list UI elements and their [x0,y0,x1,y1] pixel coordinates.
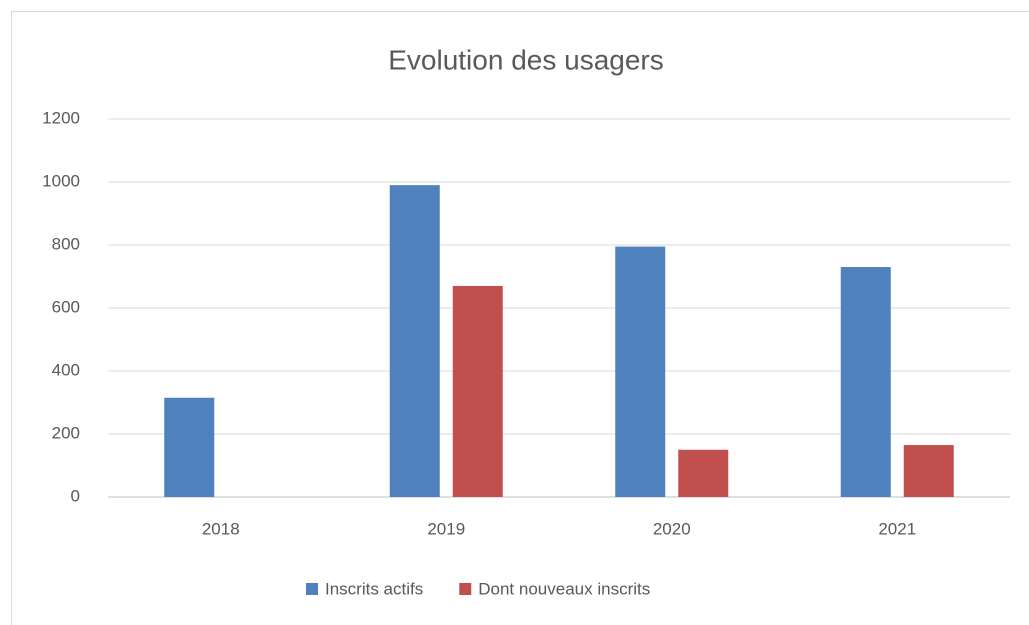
x-tick-label: 2021 [878,519,916,538]
x-tick-label: 2020 [653,519,691,538]
legend-swatch [306,583,318,595]
legend-swatch [459,583,472,595]
bar [678,449,729,497]
y-tick-label: 1200 [42,108,80,127]
bar [389,185,440,497]
chart-title: Evolution des usagers [388,44,664,75]
legend-label: Inscrits actifs [325,579,423,598]
x-tick-label: 2018 [202,519,240,538]
y-tick-label: 0 [71,486,80,505]
x-tick-label: 2019 [427,519,465,538]
bar [164,397,215,497]
bar [903,445,954,497]
y-tick-label: 200 [52,423,80,442]
bar [452,285,503,497]
y-tick-label: 1000 [42,171,80,190]
y-tick-label: 400 [52,360,80,379]
bar [615,246,666,497]
bar [840,267,891,497]
y-tick-label: 800 [52,234,80,253]
y-tick-label: 600 [52,297,80,316]
legend-label: Dont nouveaux inscrits [478,579,650,598]
